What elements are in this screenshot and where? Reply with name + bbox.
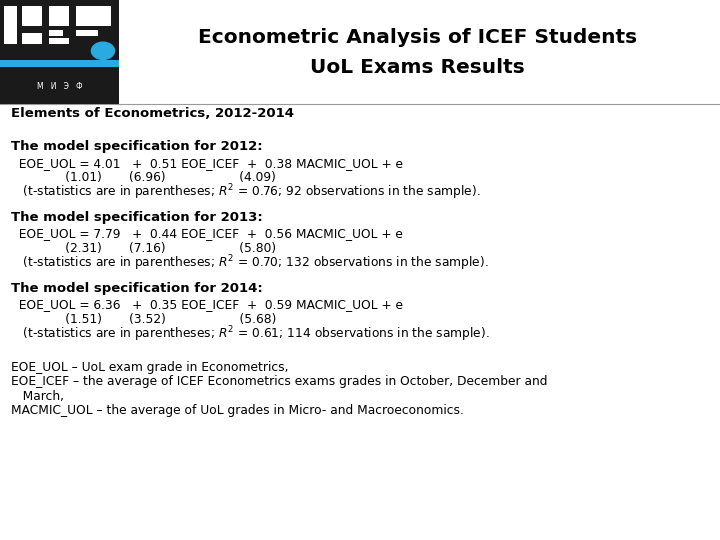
Text: EOE_UOL = 6.36   +  0.35 EOE_ICEF  +  0.59 MACMIC_UOL + e: EOE_UOL = 6.36 + 0.35 EOE_ICEF + 0.59 MA… <box>11 298 402 311</box>
FancyBboxPatch shape <box>0 68 119 104</box>
Text: The model specification for 2014:: The model specification for 2014: <box>11 282 263 295</box>
Text: EOE_UOL = 4.01   +  0.51 EOE_ICEF  +  0.38 MACMIC_UOL + e: EOE_UOL = 4.01 + 0.51 EOE_ICEF + 0.38 MA… <box>11 157 402 170</box>
Text: March,: March, <box>11 390 64 403</box>
Text: UoL Exams Results: UoL Exams Results <box>310 58 525 77</box>
FancyBboxPatch shape <box>76 30 98 36</box>
FancyBboxPatch shape <box>0 59 119 68</box>
Text: М   И   Э   Ф: М И Э Ф <box>37 82 82 91</box>
Text: EOE_UOL = 7.79   +  0.44 EOE_ICEF  +  0.56 MACMIC_UOL + e: EOE_UOL = 7.79 + 0.44 EOE_ICEF + 0.56 MA… <box>11 227 402 240</box>
Text: Econometric Analysis of ICEF Students: Econometric Analysis of ICEF Students <box>198 28 637 48</box>
FancyBboxPatch shape <box>49 6 69 26</box>
FancyBboxPatch shape <box>22 33 42 44</box>
Text: (t-statistics are in parentheses; $R^2$ = 0.70; 132 observations in the sample).: (t-statistics are in parentheses; $R^2$ … <box>11 253 488 273</box>
Text: EOE_ICEF – the average of ICEF Econometrics exams grades in October, December an: EOE_ICEF – the average of ICEF Econometr… <box>11 375 547 388</box>
FancyBboxPatch shape <box>22 6 42 26</box>
FancyBboxPatch shape <box>0 0 119 64</box>
FancyBboxPatch shape <box>49 38 69 44</box>
Text: The model specification for 2012:: The model specification for 2012: <box>11 140 262 153</box>
Text: (1.01)       (6.96)                   (4.09): (1.01) (6.96) (4.09) <box>11 171 276 184</box>
Text: (1.51)       (3.52)                   (5.68): (1.51) (3.52) (5.68) <box>11 313 276 326</box>
Text: Elements of Econometrics, 2012-2014: Elements of Econometrics, 2012-2014 <box>11 107 294 120</box>
Circle shape <box>91 42 114 59</box>
Text: The model specification for 2013:: The model specification for 2013: <box>11 211 263 224</box>
Text: (t-statistics are in parentheses; $R^2$ = 0.61; 114 observations in the sample).: (t-statistics are in parentheses; $R^2$ … <box>11 324 490 343</box>
Text: (t-statistics are in parentheses; $R^2$ = 0.76; 92 observations in the sample).: (t-statistics are in parentheses; $R^2$ … <box>11 183 480 202</box>
Text: EOE_UOL – UoL exam grade in Econometrics,: EOE_UOL – UoL exam grade in Econometrics… <box>11 361 288 374</box>
Text: (2.31)       (7.16)                   (5.80): (2.31) (7.16) (5.80) <box>11 242 276 255</box>
FancyBboxPatch shape <box>0 0 119 104</box>
FancyBboxPatch shape <box>49 30 63 36</box>
Text: MACMIC_UOL – the average of UoL grades in Micro- and Macroeconomics.: MACMIC_UOL – the average of UoL grades i… <box>11 404 464 417</box>
FancyBboxPatch shape <box>76 6 111 26</box>
FancyBboxPatch shape <box>4 6 17 44</box>
